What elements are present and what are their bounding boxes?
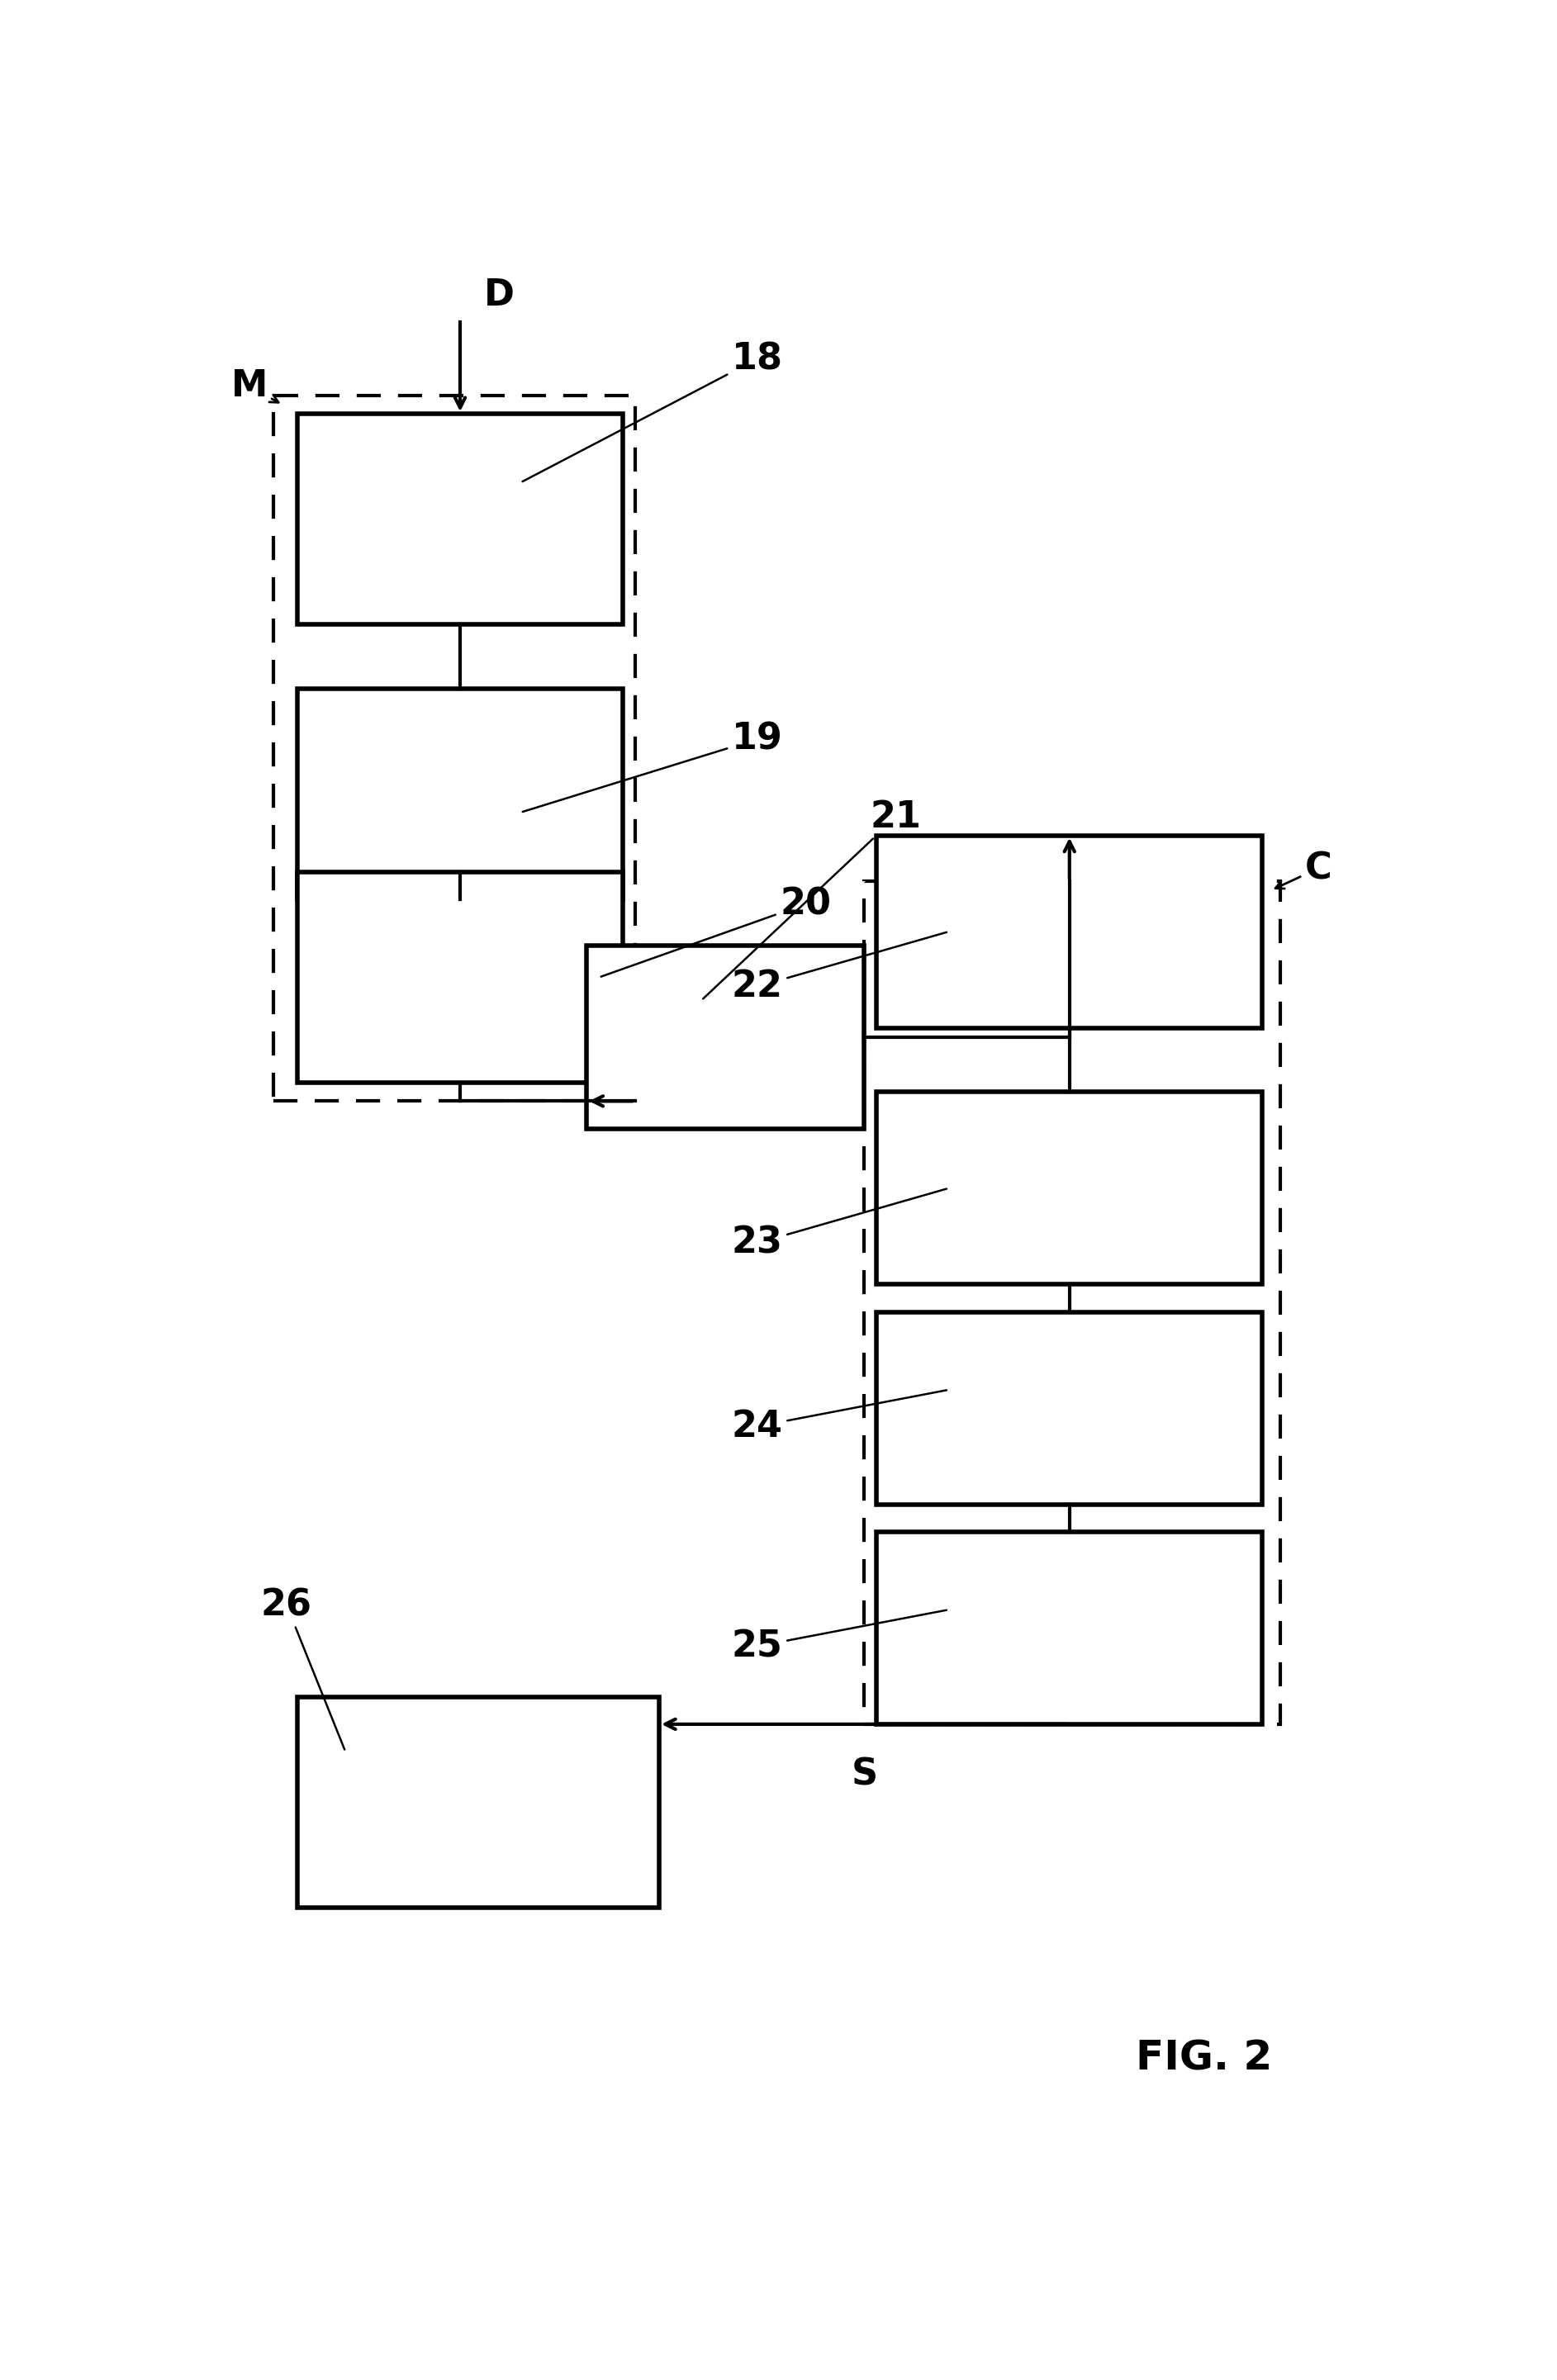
Text: 26: 26 [262,1587,344,1749]
Text: 22: 22 [732,933,947,1004]
Text: FIG. 2: FIG. 2 [1137,2037,1272,2078]
Bar [864,881,1281,1723]
Bar [297,688,623,900]
Text: 19: 19 [523,721,783,812]
Text: 23: 23 [732,1188,947,1261]
Text: 18: 18 [523,340,783,481]
Bar [877,1311,1263,1504]
Text: 20: 20 [601,885,831,976]
Bar [297,871,623,1083]
Text: M: M [230,369,279,405]
Bar [297,1697,659,1906]
Text: 24: 24 [732,1390,947,1445]
Bar [297,414,623,624]
Bar [877,835,1263,1028]
Text: 21: 21 [704,800,922,1000]
Text: D: D [484,278,515,314]
Bar [272,395,635,1102]
Text: C: C [1275,850,1331,888]
Bar [877,1092,1263,1285]
Text: 25: 25 [732,1611,947,1664]
Bar [587,945,864,1128]
Text: S: S [852,1756,878,1792]
Bar [877,1533,1263,1723]
